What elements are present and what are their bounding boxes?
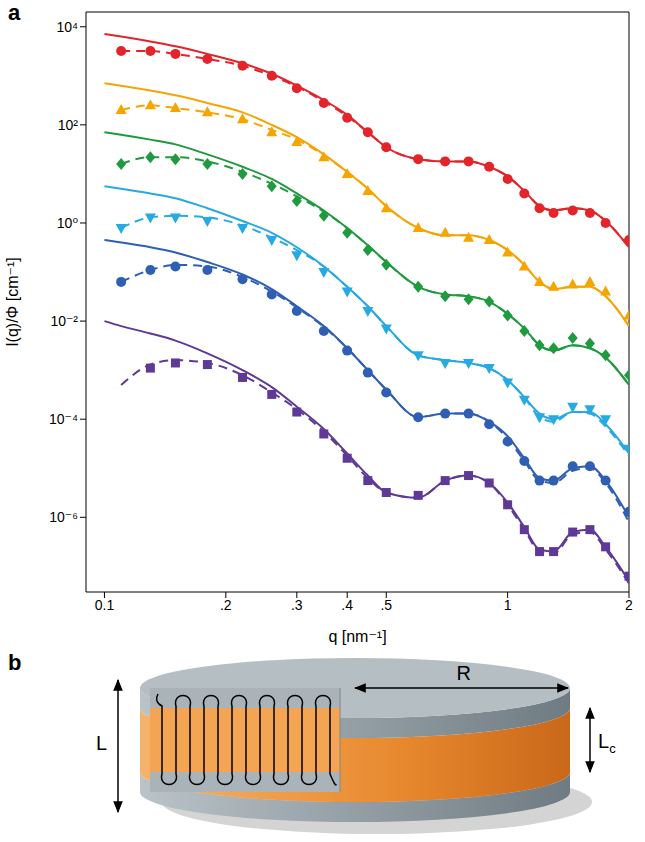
svg-text:R: R [457,662,471,684]
svg-text:10⁻²: 10⁻² [50,313,78,329]
svg-text:2: 2 [625,597,633,613]
svg-text:q [nm⁻¹]: q [nm⁻¹] [328,628,386,645]
svg-text:.4: .4 [341,597,353,613]
svg-text:1: 1 [504,597,512,613]
svg-text:I(q)/Φ [cm⁻¹]: I(q)/Φ [cm⁻¹] [4,257,21,347]
svg-text:10⁰: 10⁰ [57,215,79,231]
svg-text:L: L [96,732,107,754]
svg-text:.2: .2 [220,597,232,613]
svg-text:.3: .3 [291,597,303,613]
svg-text:b: b [8,650,21,675]
html-text:a: a [8,0,21,25]
svg-text:10⁻⁴: 10⁻⁴ [49,411,78,427]
svg-text:10²: 10² [58,117,79,133]
svg-text:10⁻⁶: 10⁻⁶ [49,509,78,525]
svg-text:Lc: Lc [598,730,616,756]
svg-text:.5: .5 [380,597,392,613]
svg-text:0.1: 0.1 [95,597,115,613]
svg-text:10⁴: 10⁴ [56,19,78,35]
